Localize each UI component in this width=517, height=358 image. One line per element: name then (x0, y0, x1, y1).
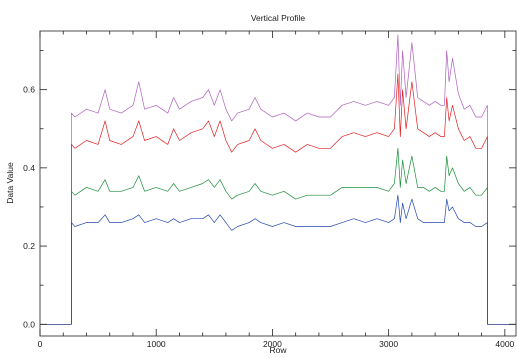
series-line-3 (40, 147, 516, 325)
y-tick-label: 0.0 (23, 319, 35, 329)
x-tick-label: 3000 (379, 339, 398, 349)
series-line-2 (40, 73, 516, 325)
x-tick-label: 1000 (147, 339, 166, 349)
plot-frame (39, 30, 517, 337)
y-tick-label: 0.2 (23, 241, 35, 251)
y-tick-label: 0.6 (23, 85, 35, 95)
x-axis: 0 1000 2000 3000 4000 (38, 31, 515, 349)
series-layer (40, 34, 516, 325)
y-axis: 0.0 0.2 0.4 0.6 (23, 50, 516, 329)
y-tick-label: 0.4 (23, 163, 35, 173)
x-axis-label: Row (269, 345, 287, 355)
x-tick-label: 0 (38, 339, 43, 349)
y-axis-label: Data Value (5, 162, 15, 204)
series-line-4 (40, 194, 516, 325)
x-tick-label: 4000 (495, 339, 514, 349)
series-line-1 (40, 34, 516, 325)
x-tick-label: 2000 (263, 339, 282, 349)
chart-title: Vertical Profile (251, 13, 306, 23)
